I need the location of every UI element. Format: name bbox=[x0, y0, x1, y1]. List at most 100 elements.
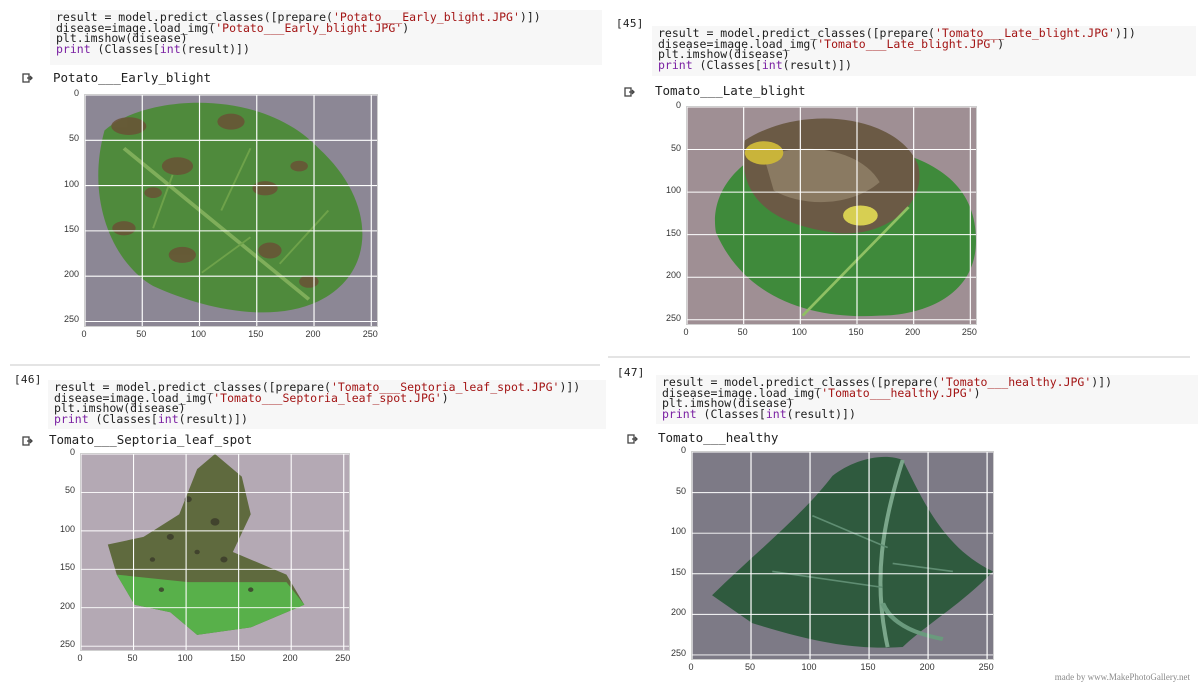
code-editor[interactable]: result = model.predict_classes([prepare(… bbox=[656, 375, 1198, 424]
x-tick-label: 0 bbox=[77, 653, 83, 663]
code-editor[interactable]: result = model.predict_classes([prepare(… bbox=[50, 10, 602, 65]
code-editor[interactable]: result = model.predict_classes([prepare(… bbox=[48, 380, 606, 429]
leaf-image bbox=[691, 451, 994, 660]
y-tick-label: 100 bbox=[665, 185, 681, 196]
output-arrow-icon bbox=[22, 436, 33, 446]
output-arrow-icon bbox=[624, 87, 635, 97]
y-tick-label: 0 bbox=[73, 88, 79, 98]
x-tick-label: 200 bbox=[305, 329, 321, 339]
code-keyword: int bbox=[159, 41, 181, 56]
output-arrow-icon bbox=[627, 434, 638, 444]
code-string: 'Tomato___Septoria_leaf_spot.JPG' bbox=[330, 380, 560, 394]
x-tick-label: 100 bbox=[801, 662, 817, 672]
y-tick-label: 100 bbox=[59, 523, 75, 534]
x-tick-label: 0 bbox=[81, 329, 87, 339]
x-tick-label: 0 bbox=[683, 327, 689, 337]
output-arrow-icon bbox=[22, 73, 33, 83]
y-tick-label: 250 bbox=[670, 647, 686, 658]
y-tick-label: 250 bbox=[665, 312, 681, 323]
cell-prompt: [46] bbox=[14, 373, 42, 386]
code-token: (Classes[ bbox=[696, 406, 766, 421]
code-keyword: print bbox=[662, 406, 697, 421]
output-text: Tomato___healthy bbox=[658, 430, 779, 445]
code-token: (Classes[ bbox=[88, 411, 158, 426]
x-tick-label: 150 bbox=[860, 662, 876, 672]
y-tick-label: 250 bbox=[63, 314, 79, 325]
leaf-image bbox=[686, 106, 977, 325]
code-token: )]) bbox=[519, 10, 541, 24]
x-tick-label: 100 bbox=[791, 327, 807, 337]
code-token: plt.imshow(disease) bbox=[658, 47, 790, 61]
x-tick-label: 250 bbox=[978, 662, 994, 672]
x-tick-label: 250 bbox=[335, 653, 351, 663]
code-line: disease=image.load_img('Tomato___healthy… bbox=[662, 387, 1192, 399]
code-line: disease=image.load_img('Tomato___Late_bl… bbox=[658, 36, 1190, 51]
code-editor[interactable]: result = model.predict_classes([prepare(… bbox=[652, 26, 1196, 76]
code-string: 'Potato___Early_blight.JPG' bbox=[332, 10, 520, 24]
code-keyword: print bbox=[54, 411, 89, 426]
x-tick-label: 50 bbox=[127, 653, 138, 663]
x-tick-label: 200 bbox=[282, 653, 298, 663]
code-token: result = model.predict_classes([prepare( bbox=[56, 10, 333, 24]
code-line: print (Classes[int(result)]) bbox=[658, 57, 1190, 72]
y-tick-label: 200 bbox=[59, 600, 75, 611]
x-tick-label: 250 bbox=[362, 329, 378, 339]
code-token: ) bbox=[997, 36, 1005, 51]
code-string: 'Tomato___Septoria_leaf_spot.JPG' bbox=[213, 390, 442, 405]
y-tick-label: 100 bbox=[670, 526, 686, 537]
y-tick-label: 200 bbox=[63, 269, 79, 280]
y-tick-label: 150 bbox=[59, 562, 75, 573]
y-tick-label: 0 bbox=[680, 445, 686, 455]
x-tick-label: 250 bbox=[961, 327, 977, 337]
output-text: Tomato___Septoria_leaf_spot bbox=[49, 432, 253, 447]
code-token: ) bbox=[402, 20, 410, 35]
code-token: ) bbox=[441, 390, 449, 405]
code-token: plt.imshow(disease) bbox=[662, 396, 794, 410]
y-tick-label: 0 bbox=[69, 447, 75, 457]
code-token: (result)]) bbox=[786, 406, 856, 421]
cell-prompt: [47] bbox=[617, 366, 645, 379]
cell-prompt: [45] bbox=[616, 17, 644, 30]
y-tick-label: 100 bbox=[63, 178, 79, 189]
x-tick-label: 150 bbox=[248, 329, 264, 339]
code-token: result = model.predict_classes([prepare( bbox=[662, 375, 939, 389]
code-line: result = model.predict_classes([prepare(… bbox=[662, 375, 1192, 389]
code-token: (Classes[ bbox=[90, 41, 160, 56]
code-line: print (Classes[int(result)]) bbox=[54, 411, 600, 426]
code-token: plt.imshow(disease) bbox=[54, 401, 186, 415]
code-line: plt.imshow(disease) bbox=[658, 47, 1190, 61]
y-tick-label: 50 bbox=[64, 485, 75, 496]
x-tick-label: 150 bbox=[230, 653, 246, 663]
code-line: result = model.predict_classes([prepare(… bbox=[56, 10, 596, 24]
leaf-image bbox=[84, 94, 378, 327]
code-token: )]) bbox=[1114, 26, 1136, 40]
code-keyword: print bbox=[56, 41, 91, 56]
code-string: 'Tomato___Late_blight.JPG' bbox=[934, 26, 1115, 40]
y-tick-label: 200 bbox=[665, 270, 681, 281]
code-line: plt.imshow(disease) bbox=[56, 31, 596, 45]
code-token: disease=image.load_img( bbox=[54, 390, 214, 405]
x-tick-label: 50 bbox=[745, 662, 756, 672]
x-tick-label: 50 bbox=[136, 329, 147, 339]
code-line: plt.imshow(disease) bbox=[662, 396, 1192, 410]
y-tick-label: 50 bbox=[68, 133, 79, 144]
code-token: disease=image.load_img( bbox=[56, 20, 216, 35]
leaf-image bbox=[80, 453, 350, 651]
x-tick-label: 100 bbox=[177, 653, 193, 663]
y-tick-label: 150 bbox=[665, 227, 681, 238]
y-tick-label: 150 bbox=[670, 566, 686, 577]
code-string: 'Potato___Early_blight.JPG' bbox=[215, 20, 403, 35]
code-line: result = model.predict_classes([prepare(… bbox=[658, 26, 1190, 40]
code-keyword: int bbox=[765, 406, 787, 421]
code-string: 'Tomato___healthy.JPG' bbox=[938, 375, 1092, 389]
x-tick-label: 200 bbox=[905, 327, 921, 337]
code-token: result = model.predict_classes([prepare( bbox=[54, 380, 331, 394]
x-tick-label: 200 bbox=[919, 662, 935, 672]
y-tick-label: 0 bbox=[675, 100, 681, 110]
cell-divider bbox=[608, 356, 1190, 358]
code-token: plt.imshow(disease) bbox=[56, 31, 188, 45]
x-tick-label: 150 bbox=[848, 327, 864, 337]
code-line: print (Classes[int(result)]) bbox=[56, 41, 596, 56]
output-text: Tomato___Late_blight bbox=[655, 83, 806, 98]
code-token: (Classes[ bbox=[692, 57, 762, 72]
